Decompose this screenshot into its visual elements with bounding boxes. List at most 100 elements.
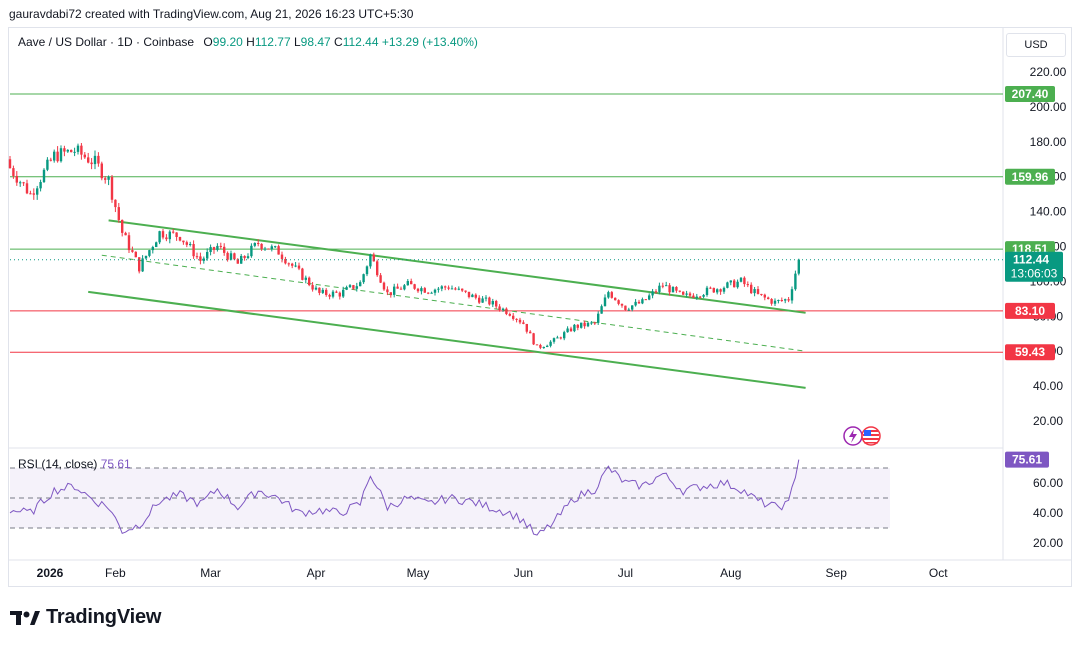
symbol-legend: Aave / US Dollar · 1D · Coinbase O99.20 …: [18, 35, 478, 49]
candle-body: [705, 287, 709, 295]
candle-body: [246, 256, 250, 259]
candle-body: [563, 332, 566, 339]
level-label: 159.96: [1012, 170, 1049, 184]
candle-body: [114, 199, 117, 208]
candle-body: [644, 299, 647, 301]
candle-body: [501, 308, 505, 311]
candle-body: [172, 231, 175, 233]
candle-body: [124, 232, 127, 236]
candle-body: [39, 182, 42, 189]
candle-body: [736, 281, 739, 288]
time-tick-label: Mar: [200, 566, 221, 580]
candle-body: [767, 297, 770, 300]
candle-body: [134, 251, 137, 258]
candle-body: [688, 293, 692, 296]
level-label-bg: [1005, 344, 1055, 361]
candle-body: [270, 246, 273, 250]
candle-body: [352, 285, 355, 289]
low-value: 98.47: [300, 35, 331, 49]
candle-body: [362, 274, 365, 283]
candle-body: [297, 265, 301, 269]
rsi-label: RSI (14, close): [18, 457, 98, 471]
rsi-value: 75.61: [100, 457, 131, 471]
candle-body: [325, 289, 328, 295]
chart-frame: [8, 27, 1072, 587]
candle-body: [722, 287, 726, 292]
candle-body: [620, 303, 624, 306]
candle-body: [226, 252, 229, 260]
lightning-icon[interactable]: [843, 426, 863, 446]
currency-selector[interactable]: USD: [1006, 33, 1066, 57]
candle-body: [471, 294, 474, 298]
candle-body: [773, 300, 777, 304]
candle-body: [250, 245, 253, 257]
candle-body: [182, 240, 185, 243]
candle-body: [338, 292, 341, 297]
candle-body: [488, 297, 491, 305]
candle-body: [478, 297, 481, 303]
candle-body: [342, 289, 345, 297]
candle-body: [763, 294, 766, 298]
candle-body: [138, 257, 141, 272]
time-tick-label: Oct: [929, 566, 948, 580]
candle-body: [223, 246, 226, 253]
candle-body: [121, 219, 124, 233]
candle-body: [682, 291, 685, 295]
candle-body: [532, 333, 535, 345]
time-tick-label: 2026: [37, 566, 64, 580]
candle-body: [240, 255, 243, 264]
candle-body: [192, 244, 195, 257]
candle-body: [739, 277, 743, 282]
candle-body: [335, 291, 338, 293]
level-label: 59.43: [1015, 345, 1045, 359]
candle-body: [294, 265, 297, 267]
candle-body: [743, 277, 746, 285]
candle-body: [654, 291, 658, 293]
candle-body: [556, 337, 559, 339]
candle-body: [746, 284, 749, 286]
candle-body: [284, 258, 287, 264]
candle-body: [777, 299, 780, 301]
candle-body: [539, 345, 542, 348]
candle-body: [151, 247, 154, 251]
tradingview-logo[interactable]: TradingView: [10, 606, 161, 628]
candle-body: [393, 286, 396, 295]
candle-body: [345, 287, 348, 290]
candle-body: [406, 281, 409, 286]
candle-body: [131, 250, 134, 252]
candle-body: [83, 154, 86, 158]
candle-body: [66, 149, 69, 152]
candle-body: [161, 231, 165, 238]
candle-body: [263, 248, 267, 250]
price-tick-label: 220.00: [1030, 65, 1067, 79]
candle-body: [141, 258, 144, 272]
candle-body: [454, 288, 457, 290]
candle-body: [430, 292, 433, 294]
event-icons[interactable]: [843, 425, 883, 447]
candle-body: [756, 289, 760, 294]
level-label: 207.40: [1012, 87, 1049, 101]
candle-body: [678, 290, 681, 292]
candle-body: [797, 259, 800, 274]
candle-body: [90, 162, 93, 165]
candle-body: [518, 319, 522, 323]
candle-body: [702, 294, 705, 297]
high-label: H: [246, 35, 255, 49]
candle-body: [97, 155, 100, 164]
candle-body: [372, 254, 375, 262]
candle-body: [36, 188, 39, 195]
us-flag-icon[interactable]: [861, 426, 881, 446]
candle-body: [515, 318, 518, 320]
time-tick-label: May: [407, 566, 430, 580]
time-tick-label: Feb: [105, 566, 126, 580]
candle-body: [423, 288, 426, 293]
candle-body: [624, 305, 627, 310]
candle-body: [719, 289, 722, 292]
candle-body: [573, 324, 576, 332]
candle-body: [437, 288, 440, 290]
candle-body: [467, 291, 471, 298]
candle-body: [56, 151, 59, 162]
candle-body: [712, 287, 715, 293]
candle-body: [12, 168, 15, 176]
